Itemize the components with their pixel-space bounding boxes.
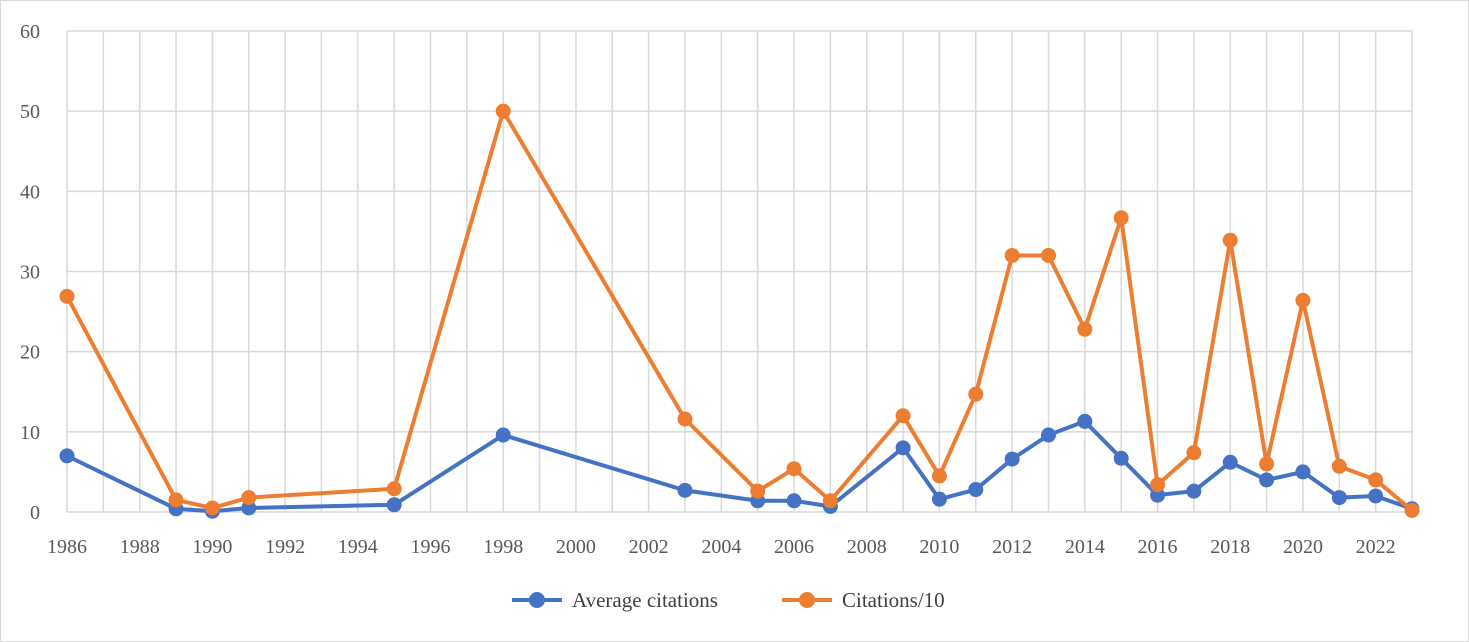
- data-point-citations-10[interactable]: [204, 500, 220, 516]
- y-tick-label: 10: [20, 422, 40, 444]
- series-citations-10: [59, 103, 1420, 518]
- x-tick-label: 2010: [919, 536, 959, 558]
- x-tick-label: 2002: [629, 536, 669, 558]
- x-tick-label: 1986: [47, 536, 87, 558]
- series-line-citations-10: [65, 109, 1414, 512]
- data-point-average-citations[interactable]: [1222, 454, 1238, 470]
- legend-label-average-citations: Average citations: [572, 588, 718, 612]
- data-point-average-citations[interactable]: [786, 493, 802, 509]
- legend: Average citations Citations/10: [512, 588, 945, 612]
- y-tick-label: 50: [20, 101, 40, 123]
- y-tick-label: 20: [20, 342, 40, 364]
- data-point-citations-10[interactable]: [1186, 445, 1202, 461]
- x-tick-label: 1992: [265, 536, 305, 558]
- series-average-citations: [59, 413, 1420, 519]
- data-point-citations-10[interactable]: [1368, 472, 1384, 488]
- data-point-citations-10[interactable]: [1331, 458, 1347, 474]
- data-point-citations-10[interactable]: [1404, 502, 1420, 518]
- data-point-citations-10[interactable]: [1113, 210, 1129, 226]
- y-tick-label: 0: [30, 502, 40, 524]
- x-tick-label: 2006: [774, 536, 814, 558]
- x-tick-label: 2008: [847, 536, 887, 558]
- y-tick-label: 30: [20, 262, 40, 284]
- data-point-average-citations[interactable]: [1077, 413, 1093, 429]
- data-point-citations-10[interactable]: [168, 492, 184, 508]
- data-point-average-citations[interactable]: [1331, 490, 1347, 506]
- y-tick-label: 40: [20, 181, 40, 203]
- data-point-citations-10[interactable]: [495, 103, 511, 119]
- data-point-citations-10[interactable]: [931, 468, 947, 484]
- x-tick-label: 1996: [411, 536, 451, 558]
- x-tick-label: 1994: [338, 536, 378, 558]
- data-point-average-citations[interactable]: [1150, 487, 1166, 503]
- data-point-citations-10[interactable]: [59, 288, 75, 304]
- data-point-average-citations[interactable]: [1113, 450, 1129, 466]
- y-tick-label: 60: [20, 21, 40, 43]
- legend-item-citations-10[interactable]: Citations/10: [782, 588, 945, 612]
- x-tick-label: 2016: [1138, 536, 1178, 558]
- data-point-average-citations[interactable]: [1368, 488, 1384, 504]
- data-point-citations-10[interactable]: [677, 411, 693, 427]
- data-point-citations-10[interactable]: [386, 481, 402, 497]
- data-point-citations-10[interactable]: [241, 490, 257, 506]
- x-tick-label: 2012: [992, 536, 1032, 558]
- data-point-citations-10[interactable]: [750, 483, 766, 499]
- data-point-average-citations[interactable]: [495, 427, 511, 443]
- x-tick-label: 1990: [192, 536, 232, 558]
- data-point-citations-10[interactable]: [968, 386, 984, 402]
- x-tick-label: 2000: [556, 536, 596, 558]
- data-point-average-citations[interactable]: [386, 497, 402, 513]
- data-point-average-citations[interactable]: [1295, 464, 1311, 480]
- x-tick-label: 2018: [1210, 536, 1250, 558]
- x-tick-label: 2022: [1356, 536, 1396, 558]
- data-point-average-citations[interactable]: [1186, 483, 1202, 499]
- data-point-citations-10[interactable]: [1004, 247, 1020, 263]
- x-tick-label: 1988: [120, 536, 160, 558]
- data-point-citations-10[interactable]: [895, 408, 911, 424]
- legend-marker-average-citations: [529, 592, 545, 608]
- data-point-citations-10[interactable]: [1259, 456, 1275, 472]
- horizontal-gridlines: [67, 30, 1412, 513]
- x-tick-label: 1998: [483, 536, 523, 558]
- data-point-average-citations[interactable]: [968, 482, 984, 498]
- x-tick-label: 2004: [701, 536, 741, 558]
- legend-marker-citations-10: [799, 592, 815, 608]
- x-tick-label: 2014: [1065, 536, 1105, 558]
- series-layer: [59, 103, 1420, 519]
- data-point-average-citations[interactable]: [931, 491, 947, 507]
- y-axis-tick-labels: 0 10 20 30 40 50 60: [20, 21, 40, 524]
- data-point-average-citations[interactable]: [1004, 451, 1020, 467]
- data-point-average-citations[interactable]: [677, 482, 693, 498]
- x-axis-tick-labels: 1986 1988 1990 1992 1994 1996 1998 2000 2002 2004…: [47, 536, 1396, 558]
- x-tick-label: 2020: [1283, 536, 1323, 558]
- data-point-average-citations[interactable]: [895, 440, 911, 456]
- data-point-citations-10[interactable]: [1040, 247, 1056, 263]
- data-point-citations-10[interactable]: [1222, 232, 1238, 248]
- data-point-citations-10[interactable]: [822, 493, 838, 509]
- data-point-citations-10[interactable]: [1077, 321, 1093, 337]
- data-point-citations-10[interactable]: [1150, 477, 1166, 493]
- data-point-average-citations[interactable]: [1259, 472, 1275, 488]
- data-point-citations-10[interactable]: [1295, 292, 1311, 308]
- data-point-average-citations[interactable]: [1040, 427, 1056, 443]
- data-point-average-citations[interactable]: [59, 448, 75, 464]
- data-point-average-citations[interactable]: [241, 500, 257, 516]
- legend-label-citations-10: Citations/10: [842, 588, 945, 612]
- data-point-citations-10[interactable]: [786, 461, 802, 477]
- legend-item-average-citations[interactable]: Average citations: [512, 588, 718, 612]
